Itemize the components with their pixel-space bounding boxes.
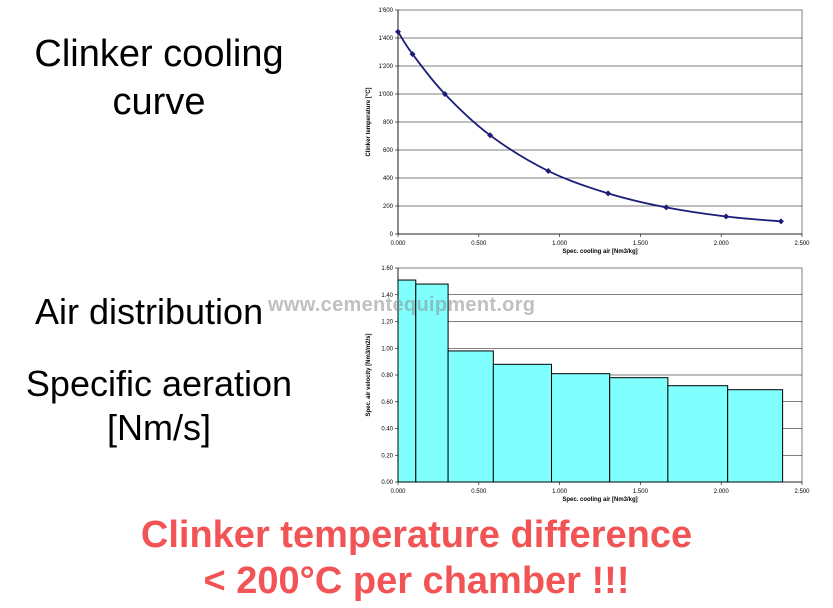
specific-aeration-line2: [Nm/s] [107,407,211,448]
air-distribution-bar [447,350,494,483]
cooling-chart-y-axis-label: Clinker temperature [°C] [366,87,372,156]
cooling-chart-y-tick-label: 800 [383,120,394,126]
specific-aeration-title: Specific aeration [Nm/s] [0,362,318,450]
air-chart-y-tick-label: 1.20 [381,320,393,326]
footer-line1: Clinker temperature difference [140,514,693,556]
cooling-curve-point [487,132,494,139]
cooling-chart-y-tick-label: 1'200 [379,64,394,70]
watermark: www.cementequipment.org [268,294,536,316]
cooling-chart-x-tick-label: 1.500 [633,241,649,247]
air-chart-y-tick-label: 1.60 [381,266,393,272]
air-chart-x-tick-label: 2.000 [714,489,730,495]
cooling-curve-point [777,218,784,225]
cooling-chart-y-tick-label: 200 [383,204,394,210]
cooling-chart-x-tick-label: 2.500 [794,241,810,247]
cooling-curve-point [545,168,552,174]
cooling-curve-point [723,213,730,220]
air-distribution-chart: 0.00 0.20 0.40 0.60 0.80 1.00 1.20 1.40 1.60 0.00… [366,266,810,503]
air-chart-x-axis-label: Spec. cooling air [Nm3/kg] [562,497,637,503]
air-distribution-title: Air distribution [35,291,264,332]
cooling-chart-y-tick-label: 1'400 [379,36,394,42]
air-chart-y-axis-label: Spec. air velocity [Nm3/m2/s] [366,333,372,416]
cooling-chart-y-tick-label: 1'600 [379,8,394,14]
air-chart-y-tick-label: 1.40 [381,293,393,299]
air-chart-x-tick-label: 0.000 [390,489,406,495]
air-chart-y-tick-label: 0.00 [381,480,393,486]
air-distribution-bar [667,385,729,483]
cooling-chart-x-tick-label: 1.000 [552,241,568,247]
air-distribution-bar [492,363,553,483]
specific-aeration-line1: Specific aeration [25,363,293,404]
cooling-curve-point [409,51,416,58]
air-chart-x-tick-label: 1.500 [633,489,649,495]
cooling-chart-y-tick-label: 400 [383,176,394,182]
air-distribution-bar [609,377,669,483]
cooling-chart-x-tick-label: 2.000 [714,241,730,247]
cooling-chart-y-tick-label: 0 [390,232,394,238]
clinker-cooling-chart: 0 200 400 600 800 1'000 1'200 1'400 1'600 0.000 0.… [366,8,810,255]
air-distribution-bar [551,373,611,483]
cooling-curve-point [663,204,670,211]
footer-line2: < 200°C per chamber !!! [203,560,630,602]
cooling-chart-y-tick-label: 1'000 [379,92,394,98]
cooling-curve-point [395,28,401,35]
cooling-curve-point [441,91,448,97]
air-chart-y-tick-label: 1.00 [381,346,393,352]
air-chart-x-tick-label: 1.000 [552,489,568,495]
air-chart-y-tick-label: 0.20 [381,453,393,459]
cooling-chart-x-tick-label: 0.500 [471,241,487,247]
cooling-curve-title: Clinker cooling curve [0,30,318,126]
cooling-chart-x-axis-label: Spec. cooling air [Nm3/kg] [562,249,637,255]
air-chart-y-tick-label: 0.40 [381,427,393,433]
cooling-chart-x-tick-label: 0.000 [390,241,406,247]
air-chart-y-tick-label: 0.80 [381,373,393,379]
air-chart-y-tick-label: 0.60 [381,400,393,406]
cooling-curve-point [605,190,612,197]
air-distribution-bar [415,283,449,483]
air-distribution-bar [727,389,784,483]
cooling-chart-y-tick-label: 600 [383,148,394,154]
footer-statement: Clinker temperature difference < 200°C pe… [0,512,833,604]
cooling-curve-title-line2: curve [112,81,206,123]
air-chart-x-tick-label: 0.500 [471,489,487,495]
air-chart-x-tick-label: 2.500 [794,489,810,495]
cooling-curve-title-line1: Clinker cooling [34,33,284,75]
